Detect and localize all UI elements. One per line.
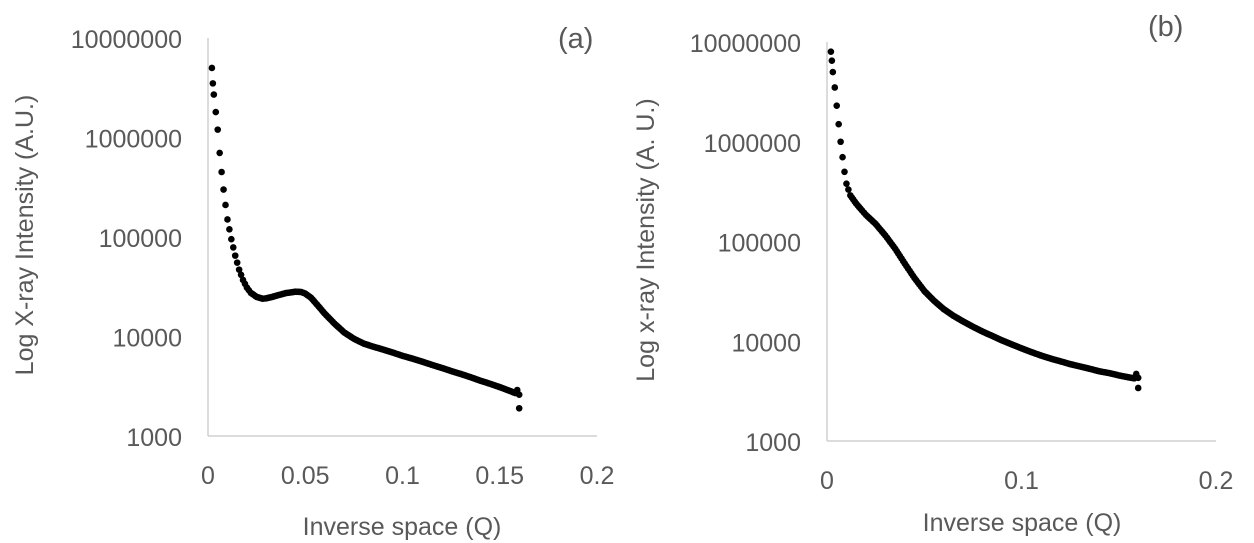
- data-point: [235, 266, 243, 273]
- data-point: [839, 153, 846, 161]
- panel-a-axes: [207, 38, 597, 437]
- panel-a-x-axis-title: Inverse space (Q): [303, 513, 502, 541]
- x-tick-label: 0.1: [1004, 467, 1039, 495]
- data-point: [237, 271, 245, 279]
- data-point: [1134, 374, 1142, 382]
- y-tick-label: 10000: [731, 329, 801, 357]
- y-tick-label: 1000000: [704, 130, 801, 158]
- y-tick-label: 1000000: [85, 126, 182, 154]
- y-tick-label: 10000000: [690, 30, 801, 58]
- data-point: [222, 201, 229, 209]
- data-point: [845, 186, 852, 193]
- panel-b-axes: [826, 42, 1216, 442]
- y-tick-label: 10000000: [71, 26, 182, 54]
- panel-a-y-tick-labels: 1000 10000 100000 1000000 10000000: [71, 26, 182, 452]
- panel-b: (b) Log x-ray Intensity (A. U.) Inverse …: [632, 11, 1233, 537]
- y-tick-label: 100000: [718, 230, 801, 258]
- y-tick-label: 10000: [112, 325, 182, 353]
- data-point: [224, 216, 231, 223]
- data-point: [231, 252, 239, 259]
- data-point: [220, 186, 227, 193]
- data-point: [1134, 384, 1142, 392]
- panel-b-data-points: [827, 48, 1142, 392]
- x-tick-label: 0.1: [385, 462, 420, 490]
- data-point: [226, 226, 233, 233]
- data-point: [218, 168, 225, 176]
- data-point: [837, 138, 844, 146]
- data-point: [515, 404, 523, 412]
- data-point: [827, 48, 835, 55]
- data-point: [209, 80, 217, 87]
- data-point: [208, 64, 216, 72]
- data-point: [212, 108, 220, 116]
- data-point: [214, 126, 222, 133]
- panel-b-x-axis-title: Inverse space (Q): [923, 509, 1122, 537]
- panel-b-y-axis-title: Log x-ray Intensity (A. U.): [632, 98, 660, 381]
- data-point: [216, 149, 223, 157]
- x-tick-label: 0.05: [281, 462, 330, 490]
- data-point: [515, 391, 523, 399]
- x-tick-label: 0: [201, 462, 215, 490]
- x-tick-label: 0.2: [580, 462, 615, 490]
- panel-b-x-tick-labels: 0 0.1 0.2: [820, 467, 1233, 495]
- data-point: [233, 259, 241, 266]
- data-point: [828, 57, 836, 64]
- data-point: [843, 180, 850, 187]
- data-point: [833, 102, 841, 109]
- data-point: [228, 235, 235, 243]
- data-point: [829, 68, 837, 76]
- panel-a-x-tick-labels: 0 0.05 0.1 0.15 0.2: [201, 462, 614, 490]
- panel-a-label: (a): [558, 23, 593, 55]
- x-tick-label: 0.15: [475, 462, 524, 490]
- panel-b-y-tick-labels: 1000 10000 100000 1000000 10000000: [690, 30, 801, 457]
- data-point: [841, 168, 848, 176]
- data-point: [831, 84, 839, 91]
- panel-b-label: (b): [1148, 11, 1183, 43]
- data-point: [210, 91, 218, 98]
- panel-a: (a) Log X-ray Intensity (A.U.) Inverse s…: [11, 23, 614, 541]
- y-tick-label: 100000: [99, 225, 182, 253]
- x-tick-label: 0.2: [1199, 467, 1234, 495]
- y-tick-label: 1000: [745, 429, 801, 457]
- x-tick-label: 0: [820, 467, 834, 495]
- y-tick-label: 1000: [126, 424, 182, 452]
- data-point: [835, 120, 842, 128]
- panel-a-y-axis-title: Log X-ray Intensity (A.U.): [11, 95, 39, 376]
- data-point: [229, 244, 237, 251]
- panel-a-data-points: [208, 64, 523, 412]
